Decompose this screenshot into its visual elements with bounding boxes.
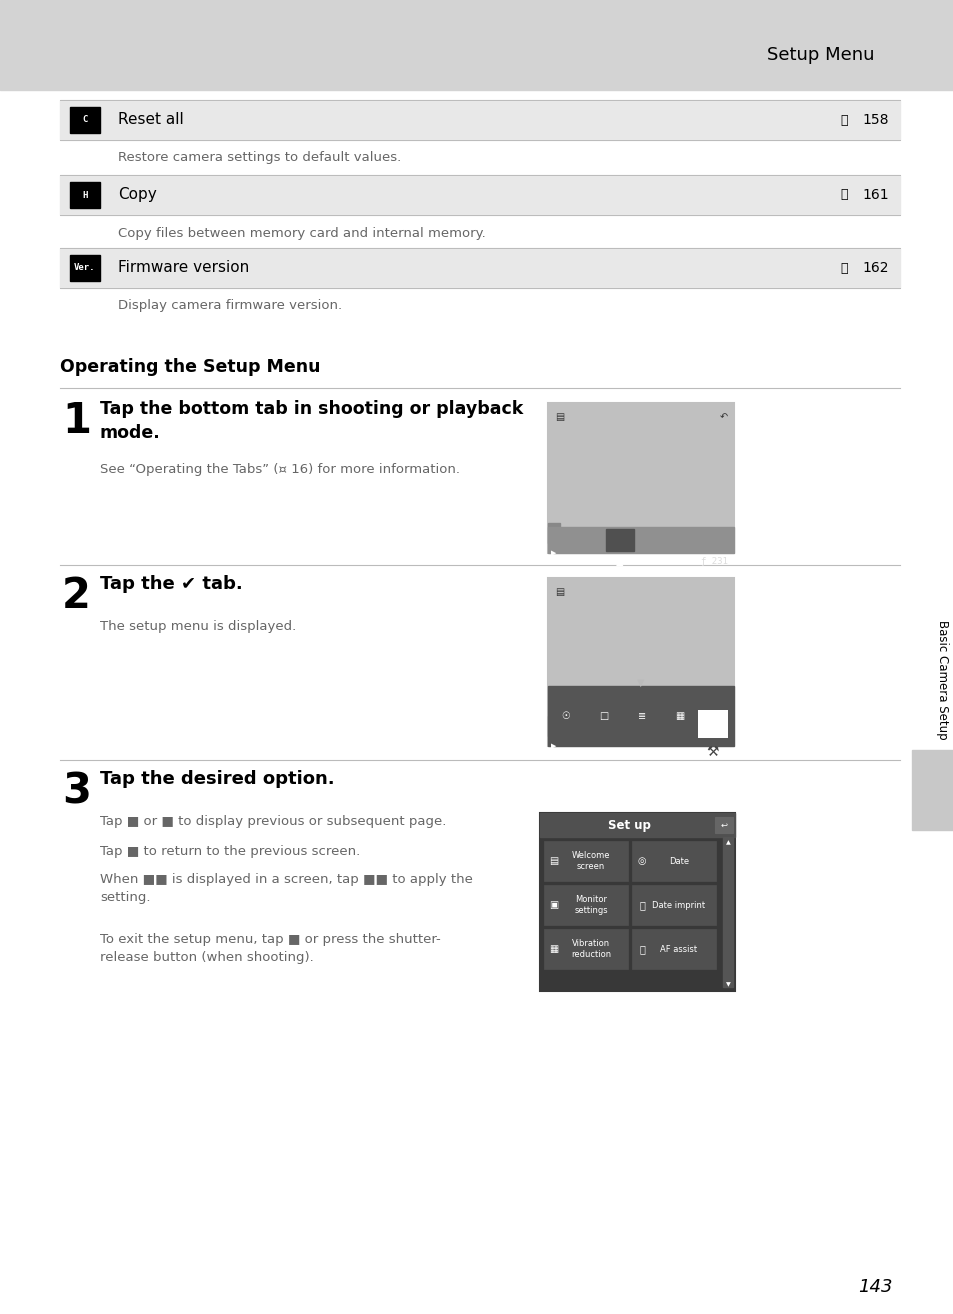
Text: 143: 143 bbox=[858, 1279, 892, 1296]
Bar bbox=[60, 100, 899, 141]
Text: ▲: ▲ bbox=[616, 557, 623, 568]
Text: ⌖: ⌖ bbox=[639, 943, 644, 954]
Text: 📖: 📖 bbox=[840, 261, 846, 275]
Bar bbox=[698, 710, 727, 738]
Text: H: H bbox=[82, 191, 88, 200]
Text: Tap ■ to return to the previous screen.: Tap ■ to return to the previous screen. bbox=[100, 845, 360, 858]
Text: 162: 162 bbox=[862, 261, 887, 275]
Text: ▣: ▣ bbox=[549, 900, 558, 911]
Text: C: C bbox=[82, 116, 88, 125]
Text: See “Operating the Tabs” (¤ 16) for more information.: See “Operating the Tabs” (¤ 16) for more… bbox=[100, 463, 459, 476]
Bar bbox=[543, 886, 627, 925]
Text: Setup Menu: Setup Menu bbox=[767, 46, 874, 64]
Bar bbox=[631, 929, 716, 968]
Text: □: □ bbox=[598, 711, 608, 721]
Text: ƒ 231: ƒ 231 bbox=[700, 557, 727, 566]
Text: When ■■ is displayed in a screen, tap ■■ to apply the
setting.: When ■■ is displayed in a screen, tap ■■… bbox=[100, 872, 473, 904]
Bar bbox=[631, 886, 716, 925]
Text: 158: 158 bbox=[862, 113, 887, 127]
Text: ▤: ▤ bbox=[555, 587, 563, 597]
Bar bbox=[547, 527, 733, 553]
Text: ▦: ▦ bbox=[549, 943, 558, 954]
Text: 📖: 📖 bbox=[840, 188, 846, 201]
Bar bbox=[539, 813, 734, 837]
Text: Date imprint: Date imprint bbox=[652, 900, 705, 909]
Text: ↶: ↶ bbox=[720, 413, 727, 422]
Text: AF assist: AF assist bbox=[659, 945, 697, 954]
Text: To exit the setup menu, tap ■ or press the shutter-
release button (when shootin: To exit the setup menu, tap ■ or press t… bbox=[100, 933, 440, 963]
Text: ▲: ▲ bbox=[725, 841, 730, 845]
Text: Tap the ✔ tab.: Tap the ✔ tab. bbox=[100, 576, 242, 593]
Text: Date: Date bbox=[668, 857, 688, 866]
Text: Monitor
settings: Monitor settings bbox=[574, 895, 607, 915]
Bar bbox=[547, 403, 733, 553]
Text: 3: 3 bbox=[62, 770, 91, 812]
Bar bbox=[547, 716, 559, 736]
Text: Ver.: Ver. bbox=[74, 264, 95, 272]
Text: ▼: ▼ bbox=[637, 678, 644, 689]
Text: Vibration
reduction: Vibration reduction bbox=[570, 940, 611, 959]
Bar bbox=[60, 248, 899, 288]
Text: Display camera firmware version.: Display camera firmware version. bbox=[118, 300, 342, 313]
Bar bbox=[70, 106, 100, 133]
Text: ▤: ▤ bbox=[555, 413, 563, 422]
Text: 161: 161 bbox=[862, 188, 887, 202]
Text: ⚒: ⚒ bbox=[706, 745, 719, 759]
Bar bbox=[70, 255, 100, 281]
Bar bbox=[547, 578, 733, 746]
Text: ▤: ▤ bbox=[549, 855, 558, 866]
Text: Tap the bottom tab in shooting or playback
mode.: Tap the bottom tab in shooting or playba… bbox=[100, 399, 522, 443]
Text: Operating the Setup Menu: Operating the Setup Menu bbox=[60, 357, 320, 376]
Text: ▶: ▶ bbox=[551, 742, 557, 749]
Text: ☉: ☉ bbox=[561, 711, 570, 721]
Bar bbox=[547, 523, 559, 543]
Text: ▶: ▶ bbox=[551, 551, 557, 556]
Text: Tap the desired option.: Tap the desired option. bbox=[100, 770, 335, 788]
Text: 2: 2 bbox=[62, 576, 91, 618]
Text: Tap ■ or ■ to display previous or subsequent page.: Tap ■ or ■ to display previous or subseq… bbox=[100, 815, 446, 828]
Text: ↩: ↩ bbox=[720, 820, 727, 829]
Text: Firmware version: Firmware version bbox=[118, 260, 249, 276]
Text: ▼: ▼ bbox=[725, 983, 730, 988]
Bar bbox=[60, 175, 899, 215]
Bar bbox=[539, 813, 734, 991]
Bar bbox=[722, 837, 732, 987]
Bar bbox=[70, 183, 100, 208]
Text: Restore camera settings to default values.: Restore camera settings to default value… bbox=[118, 151, 401, 164]
Bar bbox=[543, 841, 627, 880]
Bar bbox=[0, 0, 953, 89]
Text: Welcome
screen: Welcome screen bbox=[571, 851, 610, 871]
Text: Set up: Set up bbox=[607, 819, 650, 832]
Text: 📖: 📖 bbox=[840, 113, 846, 126]
Bar bbox=[605, 530, 634, 551]
Text: ⌸: ⌸ bbox=[639, 900, 644, 911]
Text: Basic Camera Setup: Basic Camera Setup bbox=[936, 620, 948, 740]
Bar bbox=[911, 750, 953, 830]
Text: Copy: Copy bbox=[118, 188, 156, 202]
Bar bbox=[543, 929, 627, 968]
Text: Copy files between memory card and internal memory.: Copy files between memory card and inter… bbox=[118, 226, 485, 239]
Bar bbox=[714, 817, 732, 833]
Text: ▦: ▦ bbox=[675, 711, 684, 721]
Text: ≣: ≣ bbox=[638, 711, 645, 721]
Text: Reset all: Reset all bbox=[118, 113, 184, 127]
Text: ◎: ◎ bbox=[638, 855, 645, 866]
Text: The setup menu is displayed.: The setup menu is displayed. bbox=[100, 620, 296, 633]
Bar bbox=[631, 841, 716, 880]
Text: 1: 1 bbox=[62, 399, 91, 442]
Bar bbox=[547, 686, 733, 746]
